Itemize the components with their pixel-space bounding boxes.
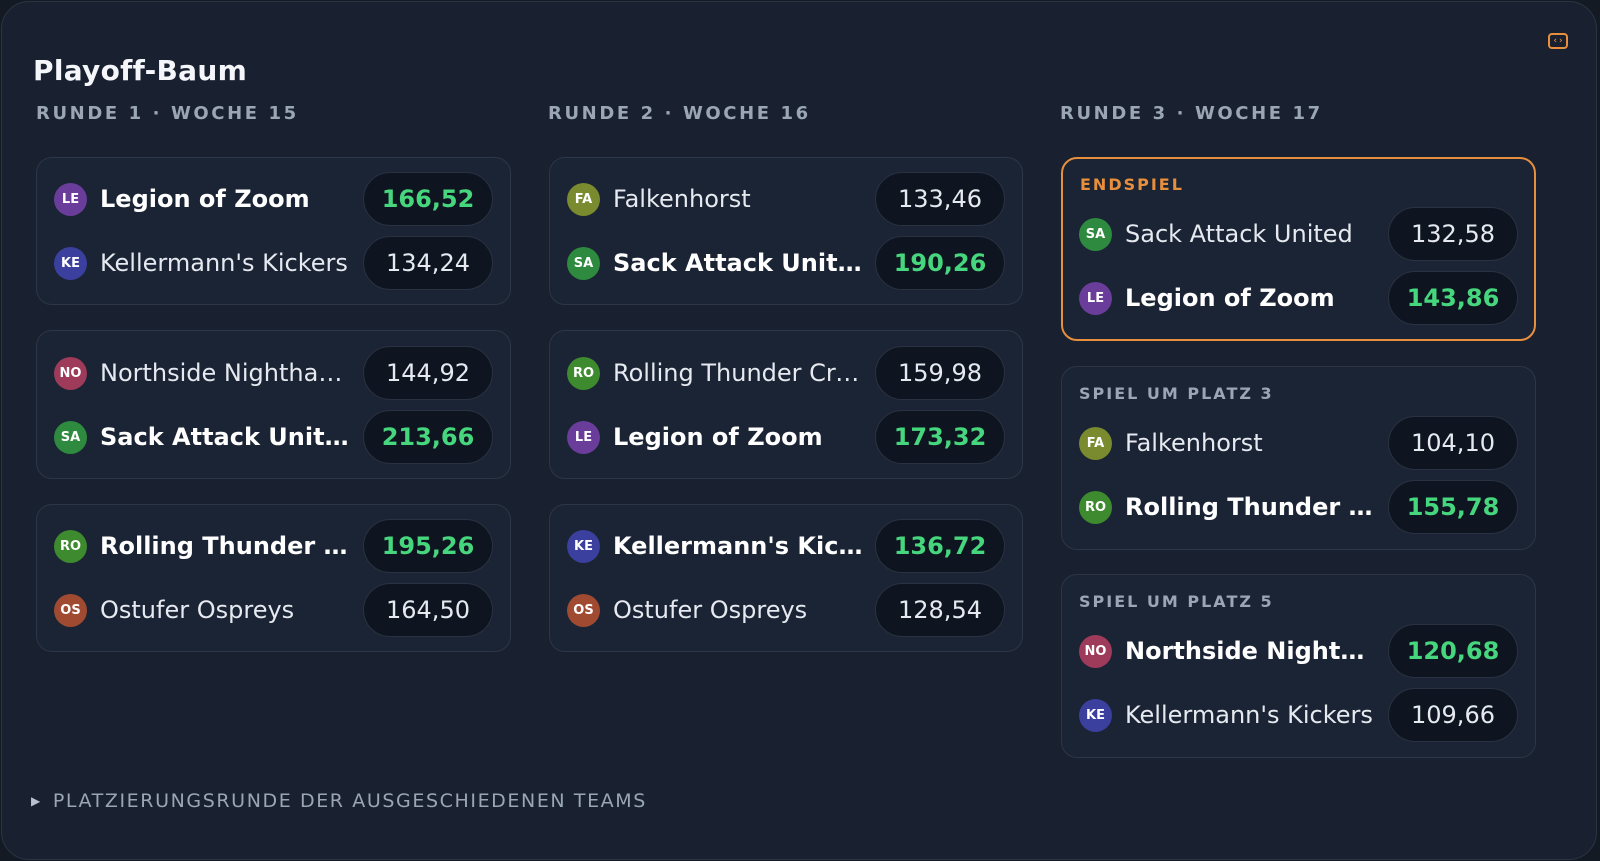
team-name: Falkenhorst — [613, 185, 751, 213]
round-1-header: RUNDE 1 · WOCHE 15 — [36, 103, 299, 124]
team-row: SA Sack Attack United 132,58 — [1063, 207, 1534, 261]
team-name: Ostufer Ospreys — [613, 596, 808, 624]
team-avatar: RO — [54, 530, 87, 563]
team-avatar: LE — [567, 421, 600, 454]
team-row: LE Legion of Zoom 143,86 — [1063, 271, 1534, 325]
team-avatar: SA — [54, 421, 87, 454]
team-score: 195,26 — [363, 519, 493, 573]
team-score: 109,66 — [1388, 688, 1518, 742]
team-row: KE Kellermann's Kickers 109,66 — [1062, 688, 1535, 742]
team-row: SA Sack Attack United 213,66 — [37, 410, 510, 464]
team-name: Falkenhorst — [1125, 429, 1263, 457]
team-avatar: SA — [567, 247, 600, 280]
team-score: 159,98 — [875, 346, 1005, 400]
team-score: 213,66 — [363, 410, 493, 464]
team-avatar: SA — [1079, 218, 1112, 251]
team-avatar: KE — [54, 247, 87, 280]
team-score: 128,54 — [875, 583, 1005, 637]
team-row: KE Kellermann's Kickers 136,72 — [550, 519, 1022, 573]
team-name: Rolling Thunder Crew — [100, 532, 356, 560]
team-row: LE Legion of Zoom 166,52 — [37, 172, 510, 226]
team-score: 133,46 — [875, 172, 1005, 226]
team-row: RO Rolling Thunder Crew 155,78 — [1062, 480, 1535, 534]
page-title: Playoff-Baum — [33, 54, 248, 87]
team-row: SA Sack Attack United 190,26 — [550, 236, 1022, 290]
match-r2-3[interactable]: KE Kellermann's Kickers 136,72 OS Ostufe… — [549, 504, 1023, 652]
team-name: Sack Attack United — [100, 423, 356, 451]
round-3-header: RUNDE 3 · WOCHE 17 — [1060, 103, 1323, 124]
team-avatar: KE — [567, 530, 600, 563]
team-row: FA Falkenhorst 133,46 — [550, 172, 1022, 226]
team-name: Northside Nighthawks — [1125, 637, 1381, 665]
embed-code-icon[interactable]: ‹› — [1548, 33, 1568, 49]
match-fifth-place[interactable]: SPIEL UM PLATZ 5 NO Northside Nighthawks… — [1061, 574, 1536, 758]
match-r1-1[interactable]: LE Legion of Zoom 166,52 KE Kellermann's… — [36, 157, 511, 305]
team-row: NO Northside Nighthawks 120,68 — [1062, 624, 1535, 678]
team-score: 155,78 — [1388, 480, 1518, 534]
team-row: OS Ostufer Ospreys 128,54 — [550, 583, 1022, 637]
team-name: Kellermann's Kickers — [613, 532, 869, 560]
match-r1-3[interactable]: RO Rolling Thunder Crew 195,26 OS Ostufe… — [36, 504, 511, 652]
team-avatar: RO — [1079, 491, 1112, 524]
team-name: Rolling Thunder Crew — [613, 359, 869, 387]
team-row: NO Northside Nighthawks 144,92 — [37, 346, 510, 400]
team-score: 120,68 — [1388, 624, 1518, 678]
match-third-place[interactable]: SPIEL UM PLATZ 3 FA Falkenhorst 104,10 R… — [1061, 366, 1536, 550]
team-score: 164,50 — [363, 583, 493, 637]
team-row: RO Rolling Thunder Crew 195,26 — [37, 519, 510, 573]
match-r2-2[interactable]: RO Rolling Thunder Crew 159,98 LE Legion… — [549, 330, 1023, 479]
team-name: Rolling Thunder Crew — [1125, 493, 1381, 521]
team-score: 104,10 — [1388, 416, 1518, 470]
team-avatar: KE — [1079, 699, 1112, 732]
team-score: 144,92 — [363, 346, 493, 400]
team-avatar: FA — [1079, 427, 1112, 460]
team-avatar: OS — [567, 594, 600, 627]
team-score: 166,52 — [363, 172, 493, 226]
team-score: 190,26 — [875, 236, 1005, 290]
match-r1-2[interactable]: NO Northside Nighthawks 144,92 SA Sack A… — [36, 330, 511, 479]
team-avatar: OS — [54, 594, 87, 627]
team-avatar: NO — [1079, 635, 1112, 668]
team-name: Northside Nighthawks — [100, 359, 356, 387]
team-score: 134,24 — [363, 236, 493, 290]
match-label: SPIEL UM PLATZ 3 — [1079, 384, 1274, 403]
team-avatar: LE — [1079, 282, 1112, 315]
match-label: SPIEL UM PLATZ 5 — [1079, 592, 1274, 611]
team-row: FA Falkenhorst 104,10 — [1062, 416, 1535, 470]
team-row: RO Rolling Thunder Crew 159,98 — [550, 346, 1022, 400]
match-label: ENDSPIEL — [1080, 175, 1184, 194]
match-final[interactable]: ENDSPIEL SA Sack Attack United 132,58 LE… — [1061, 157, 1536, 341]
team-name: Kellermann's Kickers — [100, 249, 348, 277]
team-avatar: RO — [567, 357, 600, 390]
team-avatar: LE — [54, 183, 87, 216]
team-name: Sack Attack United — [613, 249, 869, 277]
team-name: Kellermann's Kickers — [1125, 701, 1373, 729]
team-score: 143,86 — [1388, 271, 1518, 325]
team-score: 173,32 — [875, 410, 1005, 464]
team-row: LE Legion of Zoom 173,32 — [550, 410, 1022, 464]
round-2-header: RUNDE 2 · WOCHE 16 — [548, 103, 811, 124]
match-r2-1[interactable]: FA Falkenhorst 133,46 SA Sack Attack Uni… — [549, 157, 1023, 305]
team-name: Ostufer Ospreys — [100, 596, 295, 624]
disclosure-triangle-icon: ▶ — [31, 794, 42, 808]
team-name: Legion of Zoom — [613, 423, 823, 451]
team-avatar: NO — [54, 357, 87, 390]
team-avatar: FA — [567, 183, 600, 216]
placement-round-toggle[interactable]: ▶ PLATZIERUNGSRUNDE DER AUSGESCHIEDENEN … — [31, 790, 647, 812]
team-row: OS Ostufer Ospreys 164,50 — [37, 583, 510, 637]
team-score: 132,58 — [1388, 207, 1518, 261]
team-row: KE Kellermann's Kickers 134,24 — [37, 236, 510, 290]
team-name: Legion of Zoom — [1125, 284, 1335, 312]
team-name: Sack Attack United — [1125, 220, 1353, 248]
team-score: 136,72 — [875, 519, 1005, 573]
team-name: Legion of Zoom — [100, 185, 310, 213]
placement-round-label: PLATZIERUNGSRUNDE DER AUSGESCHIEDENEN TE… — [52, 790, 647, 812]
